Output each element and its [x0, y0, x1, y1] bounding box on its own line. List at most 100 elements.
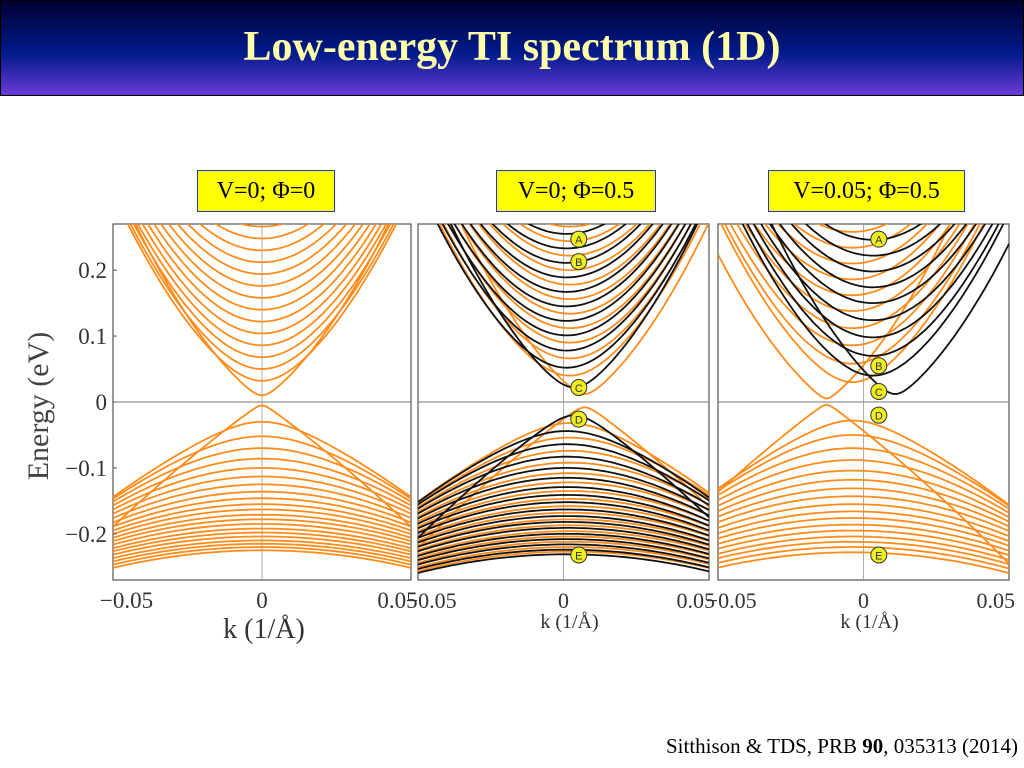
valence-band-orange-6 — [418, 481, 709, 523]
valence-band-orange-8 — [418, 498, 709, 533]
conduction-band-orange-12 — [198, 224, 326, 252]
conduction-band-black-10 — [526, 224, 607, 235]
valence-band-black-12 — [418, 527, 709, 553]
conduction-band-black-7 — [479, 224, 654, 279]
valence-band-orange-0 — [718, 403, 1009, 565]
x-tick-label: 0.05 — [677, 588, 716, 613]
valence-band-black-4 — [418, 467, 709, 515]
conduction-band-black-4 — [760, 224, 987, 322]
valence-band-orange-2 — [718, 434, 1009, 507]
marker-B: B — [570, 253, 588, 271]
valence-band-orange-1 — [418, 422, 709, 503]
valence-band-orange-16 — [113, 531, 411, 553]
marker-C: C — [870, 382, 888, 400]
valence-band-orange-4 — [113, 457, 411, 507]
bands — [113, 224, 411, 580]
x-tick-label: −0.05 — [100, 588, 153, 613]
valence-band-black-0 — [418, 414, 709, 539]
conduction-band-orange-6 — [753, 224, 952, 297]
valence-band-orange-2 — [113, 435, 411, 500]
marker-circle — [570, 253, 588, 271]
valence-band-orange-6 — [113, 475, 411, 515]
slide-title: Low-energy TI spectrum (1D) — [243, 24, 781, 70]
valence-band-orange-15 — [113, 527, 411, 550]
y-tick-label: 0.1 — [78, 324, 107, 349]
conduction-band-orange-14 — [239, 224, 285, 228]
title-bar: Low-energy TI spectrum (1D) — [0, 0, 1024, 96]
conduction-band-orange-7 — [763, 224, 941, 281]
marker-D: D — [570, 410, 588, 428]
valence-band-orange-17 — [718, 551, 1009, 574]
marker-A: A — [870, 230, 888, 248]
valence-band-orange-11 — [718, 517, 1009, 547]
conduction-band-orange-9 — [167, 224, 357, 287]
conduction-band-black-1 — [436, 224, 697, 369]
valence-band-orange-14 — [718, 535, 1009, 561]
valence-band-orange-14 — [113, 523, 411, 546]
valence-band-black-9 — [418, 508, 709, 539]
citation-volume: 90 — [862, 734, 884, 758]
marker-label: A — [875, 235, 883, 247]
caption-panel-2: V=0; Φ=0.5 — [496, 170, 656, 212]
valence-band-orange-10 — [718, 510, 1009, 542]
marker-circle — [570, 546, 588, 564]
marker-circle — [870, 357, 888, 375]
marker-label: C — [875, 387, 883, 399]
valence-band-black-17 — [418, 553, 709, 574]
valence-band-orange-7 — [718, 487, 1009, 528]
conduction-band-black-8 — [491, 224, 642, 264]
citation: Sitthison & TDS, PRB 90, 035313 (2014) — [666, 734, 1018, 759]
conduction-band-orange-10 — [176, 224, 348, 276]
marker-circle — [570, 378, 588, 396]
marker-D: D — [870, 406, 888, 424]
y-tick-label: −0.1 — [65, 456, 107, 481]
marker-circle — [870, 406, 888, 424]
conduction-band-orange-6 — [146, 224, 378, 323]
conduction-band-orange-0 — [718, 224, 952, 400]
valence-band-black-16 — [418, 548, 709, 570]
y-tick-label: −0.2 — [65, 522, 107, 547]
valence-band-black-5 — [418, 476, 709, 520]
conduction-band-black-6 — [469, 224, 664, 293]
valence-band-black-8 — [418, 501, 709, 534]
conduction-band-orange-9 — [792, 224, 912, 249]
valence-band-orange-10 — [418, 511, 709, 542]
valence-band-orange-17 — [113, 535, 411, 556]
valence-band-orange-15 — [718, 540, 1009, 565]
chart-panel-2: AB C D E −0.05 0 0.05 k (1/Å) — [406, 223, 716, 633]
marker-A: A — [570, 230, 588, 248]
conduction-band-black-2 — [746, 224, 1000, 357]
valence-band-orange-3 — [718, 447, 1009, 510]
conduction-band-orange-2 — [129, 224, 395, 370]
valence-band-orange-13 — [718, 529, 1009, 557]
conduction-band-black-6 — [778, 224, 968, 289]
conduction-band-orange-8 — [159, 224, 365, 299]
x-axis-label: k (1/Å) — [840, 611, 898, 633]
conduction-band-black-9 — [823, 224, 923, 241]
conduction-band-orange-3 — [729, 224, 976, 347]
conduction-band-orange-11 — [186, 224, 338, 264]
conduction-band-orange-0 — [134, 224, 390, 397]
valence-band-black-11 — [418, 521, 709, 548]
x-tick-label: −0.05 — [406, 588, 457, 613]
marker-E: E — [570, 546, 588, 564]
marker-circle — [570, 230, 588, 248]
valence-band-orange-1 — [718, 419, 1009, 506]
valence-band-orange-5 — [113, 466, 411, 511]
conduction-band-orange-11 — [547, 224, 593, 228]
conduction-band-orange-4 — [136, 224, 388, 347]
valence-band-orange-21 — [113, 549, 411, 569]
conduction-band-black-0 — [770, 224, 1009, 395]
conduction-band-black-1 — [741, 224, 1005, 377]
conduction-band-black-9 — [506, 224, 628, 250]
marker-label: E — [575, 550, 582, 562]
conduction-band-orange-3 — [132, 224, 392, 359]
conduction-band-orange-9 — [501, 224, 638, 257]
conduction-band-orange-0 — [460, 224, 709, 396]
conduction-band-orange-13 — [214, 224, 310, 240]
marker-label: D — [575, 415, 583, 427]
valence-band-orange-7 — [418, 490, 709, 528]
x-tick-label: 0 — [558, 588, 569, 613]
valence-band-orange-9 — [718, 503, 1009, 538]
